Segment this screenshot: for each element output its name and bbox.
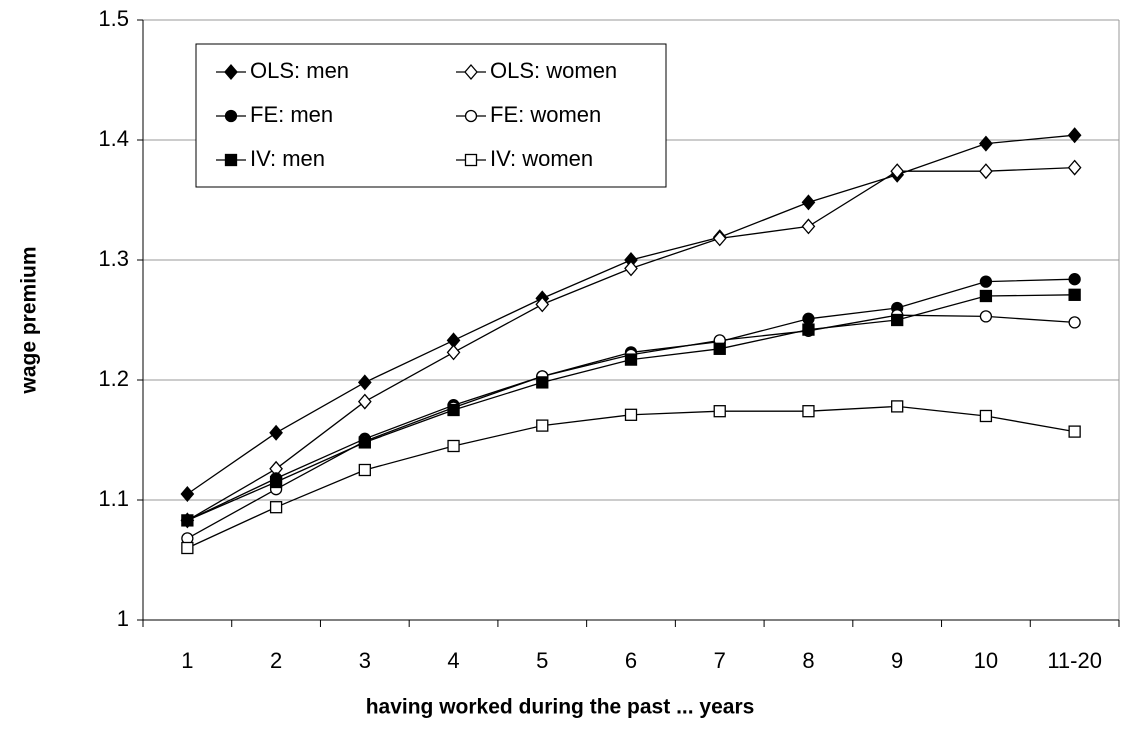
marker — [1068, 316, 1081, 329]
marker — [224, 153, 238, 167]
marker — [536, 419, 549, 432]
series-line — [187, 405, 1075, 549]
marker — [536, 376, 549, 389]
marker — [713, 405, 726, 418]
marker — [891, 313, 904, 327]
y-tick-label: 1.5 — [98, 6, 129, 31]
series-line — [187, 166, 1075, 521]
marker — [624, 260, 638, 277]
marker — [535, 296, 550, 313]
legend-label: OLS: women — [490, 58, 617, 83]
marker — [464, 153, 478, 167]
marker — [712, 230, 727, 247]
marker — [447, 439, 460, 453]
marker — [464, 64, 478, 80]
y-tick-label: 1.1 — [98, 486, 129, 511]
marker — [979, 275, 993, 288]
legend-label: IV: women — [490, 146, 593, 171]
x-tick-label: 3 — [359, 648, 371, 673]
x-tick-label: 4 — [447, 648, 459, 673]
x-tick-label: 8 — [802, 648, 814, 673]
x-tick-label: 11-20 — [1047, 648, 1102, 673]
marker — [224, 64, 238, 80]
marker — [802, 312, 815, 325]
marker — [358, 463, 371, 477]
marker — [224, 109, 238, 123]
marker — [1067, 159, 1082, 176]
marker — [713, 342, 726, 355]
marker — [802, 323, 815, 336]
marker — [181, 514, 194, 527]
x-tick-label: 5 — [536, 648, 548, 673]
marker — [358, 436, 371, 449]
marker — [181, 541, 194, 555]
marker — [357, 393, 372, 410]
y-tick-label: 1.3 — [98, 246, 129, 271]
marker — [624, 408, 638, 421]
series-line — [186, 134, 1075, 495]
marker — [979, 409, 993, 423]
y-tick-label: 1 — [117, 606, 129, 631]
legend-box — [195, 43, 667, 188]
x-tick-label: 10 — [974, 648, 998, 673]
marker — [1068, 273, 1081, 286]
marker — [624, 353, 638, 366]
legend-label: IV: men — [250, 146, 325, 171]
marker — [464, 109, 478, 123]
marker — [979, 289, 993, 303]
y-axis-label: wage premium — [18, 246, 41, 394]
y-tick-label: 1.4 — [98, 126, 129, 151]
marker — [801, 194, 816, 211]
marker — [357, 374, 372, 391]
x-tick-label: 1 — [181, 648, 193, 673]
x-tick-label: 9 — [891, 648, 903, 673]
marker — [979, 135, 993, 152]
marker — [269, 501, 283, 514]
x-tick-label: 7 — [714, 648, 726, 673]
legend-label: FE: men — [250, 102, 333, 127]
marker — [1067, 127, 1082, 144]
marker — [180, 486, 195, 502]
y-tick-label: 1.2 — [98, 366, 129, 391]
marker — [447, 403, 460, 417]
marker — [802, 405, 815, 418]
x-tick-label: 2 — [270, 648, 282, 673]
marker — [979, 310, 993, 323]
legend-label: OLS: men — [250, 58, 349, 83]
marker — [446, 344, 461, 361]
marker — [269, 475, 283, 489]
marker — [1068, 288, 1081, 301]
marker — [890, 163, 905, 180]
marker — [891, 400, 904, 413]
x-axis-label: having worked during the past ... years — [366, 696, 755, 719]
x-tick-label: 6 — [625, 648, 637, 673]
marker — [979, 163, 993, 180]
legend-label: FE: women — [490, 102, 601, 127]
marker — [269, 424, 283, 441]
marker — [1068, 425, 1081, 438]
marker — [801, 218, 816, 235]
